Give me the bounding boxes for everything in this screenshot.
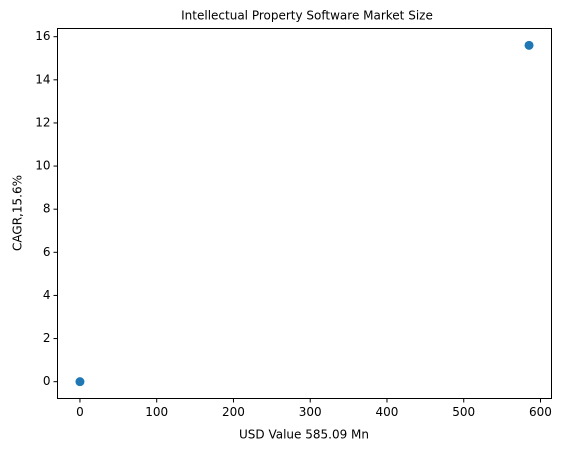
x-tick-label: 100 bbox=[145, 405, 168, 419]
plot-frame bbox=[57, 28, 552, 399]
x-tick-label: 200 bbox=[222, 405, 245, 419]
y-tick-label: 8 bbox=[43, 202, 51, 216]
y-tick-label: 2 bbox=[43, 331, 51, 345]
x-tick-label: 600 bbox=[529, 405, 552, 419]
x-tick-label: 500 bbox=[452, 405, 475, 419]
y-tick-label: 6 bbox=[43, 245, 51, 259]
y-axis-label: CAGR,15.6% bbox=[11, 175, 25, 251]
x-axis-label: USD Value 585.09 Mn bbox=[239, 428, 369, 442]
x-tick-label: 400 bbox=[376, 405, 399, 419]
point bbox=[524, 40, 534, 50]
y-tick-label: 10 bbox=[35, 159, 50, 173]
y-tick-label: 12 bbox=[35, 115, 50, 129]
point bbox=[75, 377, 85, 387]
x-tick-label: 300 bbox=[299, 405, 322, 419]
y-tick-label: 4 bbox=[43, 288, 51, 302]
y-tick-label: 0 bbox=[43, 374, 51, 388]
x-tick-label: 0 bbox=[76, 405, 84, 419]
chart-title: Intellectual Property Software Market Si… bbox=[181, 9, 433, 23]
y-tick-label: 14 bbox=[35, 72, 50, 86]
y-tick-label: 16 bbox=[35, 29, 50, 43]
